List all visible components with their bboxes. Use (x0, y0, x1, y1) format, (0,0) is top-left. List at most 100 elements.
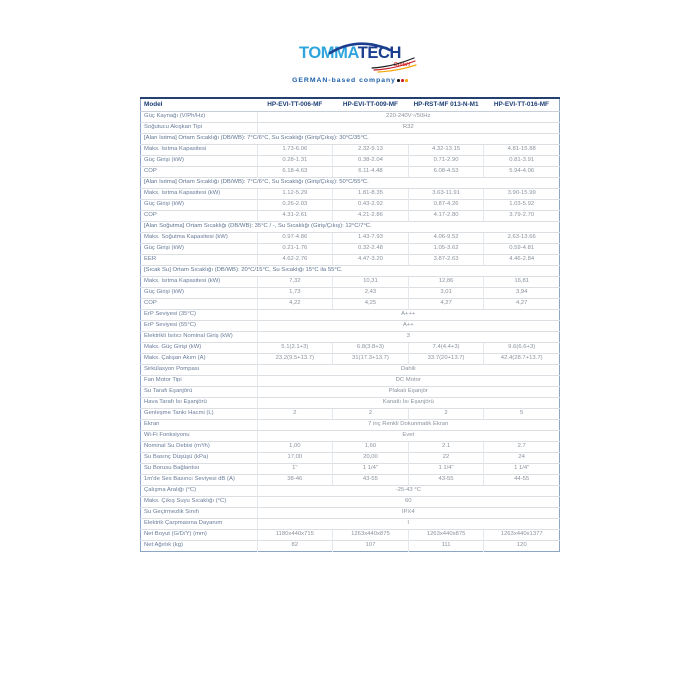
spec-value: 4,25 (332, 298, 409, 310)
spec-label: Güç Girişi (kW) (140, 155, 257, 167)
spec-value: 0.43-2.92 (332, 199, 409, 211)
column-header-model: Model (140, 98, 257, 112)
spec-label: Su Basınç Düşüşü (kPa) (140, 452, 257, 464)
spec-value: 1263x440x1377 (483, 529, 560, 541)
logo-swoosh-icon (371, 57, 417, 73)
spec-value: 42.4(28.7+13.7) (483, 353, 560, 365)
spec-row: Maks. Güç Girişi (kW) 5.1(2.1+3) 6.8(3.8+3… (140, 342, 560, 354)
section-header: [Alan Isıtma] Ortam Sıcaklığı (DB/WB): 7… (140, 177, 560, 189)
spec-value: 4,22 (256, 298, 333, 310)
spec-row: Maks. Isıtma Kapasitesi (kW) 1.12-5.29 1.8… (140, 188, 560, 200)
spec-label: Güç Kaynağı (V/Ph/Hz) (144, 113, 206, 120)
spec-value: 38-46 (256, 474, 333, 486)
spec-row: Maks. Isıtma Kapasitesi (kW) 7,32 10,31 12,… (140, 276, 560, 288)
spec-label: Elektrikli Isıtıcı Nominal Giriş (kW) (140, 331, 257, 343)
spec-value: 6.08-4.53 (407, 166, 484, 178)
spec-value: 4.47-3.20 (332, 254, 409, 266)
spec-value: 12,86 (407, 276, 484, 288)
spec-value: 4.17-2.80 (407, 210, 484, 222)
section-row: [Alan Isıtma] Ortam Sıcaklığı (DB/WB): 7… (140, 133, 560, 145)
spec-row: EER 4.62-2.76 4.47-3.20 3.87-2.63 4.46-2.84 (140, 254, 560, 266)
spec-value-span: R32 (256, 122, 560, 134)
brand-primary-text: TOMMA (298, 44, 358, 62)
spec-value: 111 (407, 540, 484, 552)
spec-row: Genleşme Tankı Hacmi (L) 2 2 2 5 (140, 408, 560, 420)
spec-value: 4.32-13.15 (407, 144, 484, 156)
spec-row: Çalışma Aralığı (°C) -25-43 °C (140, 485, 560, 497)
spec-value: 1.43-7.93 (332, 232, 409, 244)
spec-value: 4.31-2.61 (256, 210, 333, 222)
spec-value: 4,27 (407, 298, 484, 310)
spec-value: 1 1/4" (483, 463, 560, 475)
spec-value: 3.87-2.63 (407, 254, 484, 266)
spec-value: 5.94-4.06 (483, 166, 560, 178)
spec-label: Maks. Soğutma Kapasitesi (kW) (140, 232, 257, 244)
spec-value-span: I (256, 518, 560, 530)
spec-value: 44-55 (483, 474, 560, 486)
spec-label: COP (140, 166, 257, 178)
spec-row: Maks. Isıtma Kapasitesi 1.73-6.06 2.32-9.1… (140, 144, 560, 156)
spec-label: EER (140, 254, 257, 266)
spec-value: 6.8(3.8+3) (332, 342, 409, 354)
spec-value: 1" (256, 463, 333, 475)
spec-value: 1.03-5.92 (483, 199, 560, 211)
section-header: [Alan Isıtma] Ortam Sıcaklığı (DB/WB): 7… (140, 133, 560, 145)
spec-row: Maks. Çalışan Akım (A) 23.2(9.5+13.7) 31(1… (140, 353, 560, 365)
spec-value: 0.71-2.90 (407, 155, 484, 167)
spec-row: Güç Girişi (kW) 0.21-1.76 0.32-2.48 1.05-3.… (140, 243, 560, 255)
spec-label: Maks. Güç Girişi (kW) (140, 342, 257, 354)
section-row: [Alan Isıtma] Ortam Sıcaklığı (DB/WB): 7… (140, 177, 560, 189)
spec-value-span: A+++ (256, 309, 560, 321)
spec-value: 0.59-4.81 (483, 243, 560, 255)
spec-row: Sirkülasyon Pompası Dahili (140, 364, 560, 376)
spec-label: ErP Seviyesi (35°C) (140, 309, 257, 321)
spec-value: 1263x440x875 (332, 529, 409, 541)
spec-value: 3.90-15.99 (483, 188, 560, 200)
spec-label: Wi-Fi Fonksiyonu (140, 430, 257, 442)
spec-value: 33.7(20+13.7) (407, 353, 484, 365)
spec-row: Net Ağırlık (kg) 82 107 111 120 (140, 540, 560, 552)
spec-row: ErP Seviyesi (55°C) A++ (140, 320, 560, 332)
spec-value: 2 (256, 408, 333, 420)
spec-value: 17,00 (256, 452, 333, 464)
spec-label: Maks. Isıtma Kapasitesi (kW) (140, 276, 257, 288)
spec-value: 0.32-2.48 (332, 243, 409, 255)
brand-dot-black-icon (397, 78, 400, 82)
spec-row: Güç Girişi (kW) 1,73 2,43 3,01 3,94 (140, 287, 560, 299)
spec-row: Soğutucu Akışkan Tipi R32 (140, 122, 560, 134)
spec-value: 4.06-9.52 (407, 232, 484, 244)
spec-value: 4.81-15.88 (483, 144, 560, 156)
spec-label: Su Tarafı Eşanjörü (140, 386, 257, 398)
spec-value: 1263x440x875 (407, 529, 484, 541)
spec-value-span: Kanatlı Isı Eşanjörü (256, 397, 560, 409)
spec-label: Soğutucu Akışkan Tipi (140, 122, 257, 134)
spec-value: 120 (483, 540, 560, 552)
spec-value: 7,32 (256, 276, 333, 288)
spec-value: 4.62-2.76 (256, 254, 333, 266)
spec-value: 6.18-4.63 (256, 166, 333, 178)
spec-row: Su Tarafı Eşanjörü Plakalı Eşanjör (140, 386, 560, 398)
spec-value: 0.97-4.86 (256, 232, 333, 244)
spec-row: COP 4,22 4,25 4,27 4,27 (140, 298, 560, 310)
spec-value: 0.21-1.76 (256, 243, 333, 255)
spec-label: ErP Seviyesi (55°C) (140, 320, 257, 332)
spec-value: 2.1 (407, 441, 484, 453)
spec-value-span: A++ (256, 320, 560, 332)
spec-label: Su Borusu Bağlantısı (140, 463, 257, 475)
spec-value: 0.26-2.03 (256, 199, 333, 211)
spec-row: Net Boyut (G/D/Y) (mm) 1180x440x715 1263x4… (140, 529, 560, 541)
spec-value-span: Dahili (256, 364, 560, 376)
spec-value: 3,01 (407, 287, 484, 299)
spec-value: 23.2(9.5+13.7) (256, 353, 333, 365)
spec-row: 1m'de Ses Basıncı Seviyesi dB (A) 38-46 43… (140, 474, 560, 486)
spec-label: Ekran (140, 419, 257, 431)
spec-value: 0.81-3.91 (483, 155, 560, 167)
spec-value: 0.28-1.31 (256, 155, 333, 167)
spec-label: Su Geçirmezlik Sınıfı (140, 507, 257, 519)
spec-value: 3,94 (483, 287, 560, 299)
column-header-product: HP-EVI-TT-009-MF (332, 98, 409, 112)
spec-row: Hava Tarafı Isı Eşanjörü Kanatlı Isı Eşan… (140, 397, 560, 409)
spec-value: 1.12-5.29 (256, 188, 333, 200)
spec-value: 22 (407, 452, 484, 464)
